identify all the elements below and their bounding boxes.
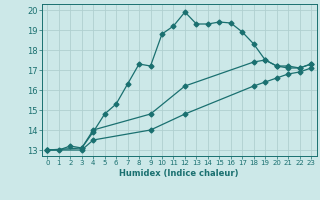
X-axis label: Humidex (Indice chaleur): Humidex (Indice chaleur) [119,169,239,178]
